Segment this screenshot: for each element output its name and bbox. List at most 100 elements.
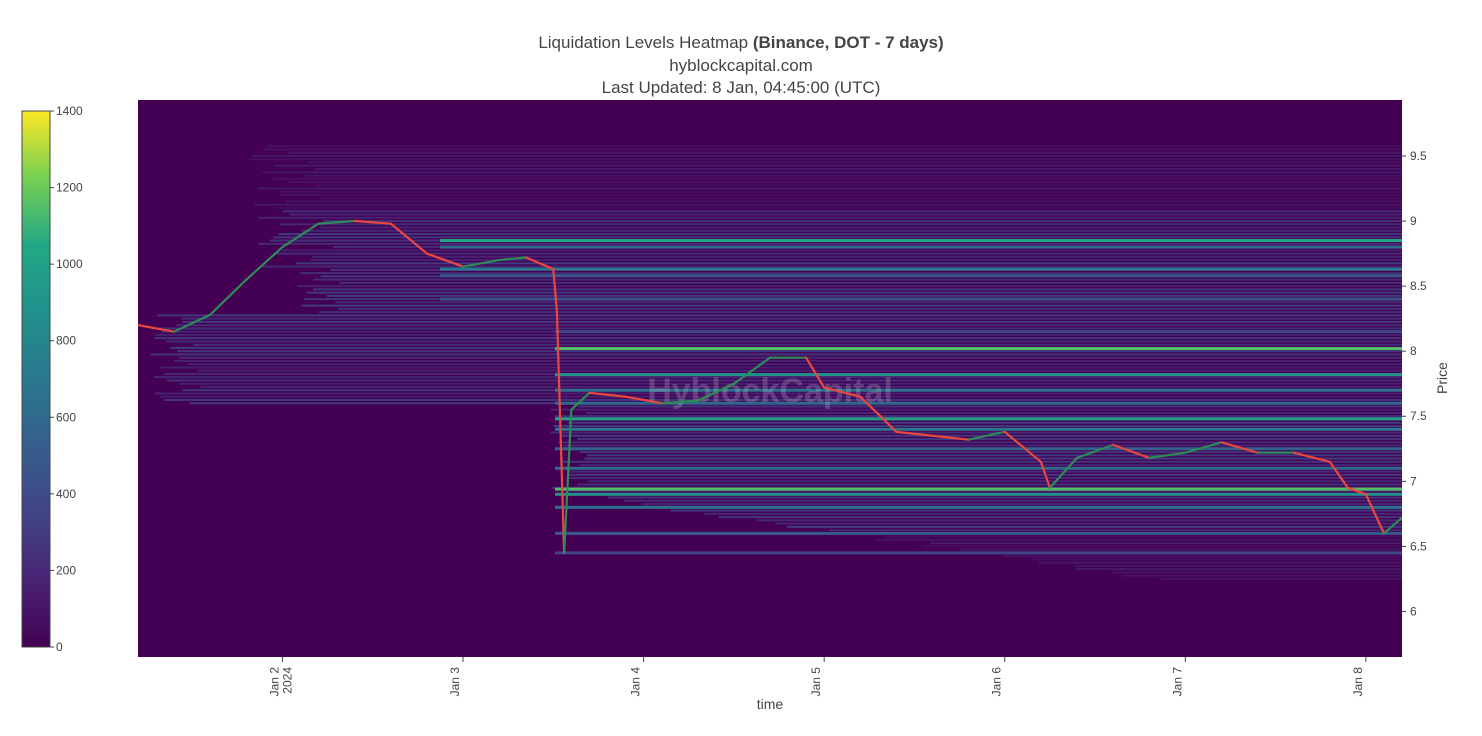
price-segment [823, 386, 862, 398]
liquidation-band [313, 288, 1402, 291]
price-segment [805, 356, 826, 389]
liquidation-band [756, 519, 1402, 522]
liquidation-band [200, 385, 1402, 388]
y-tick-label: 9 [1410, 214, 1417, 228]
liquidation-band [295, 262, 1402, 265]
colorbar-tick-label: 600 [56, 410, 76, 424]
liquidation-band [301, 229, 1402, 232]
price-segment [1382, 516, 1402, 535]
y-axis-title: Price [1434, 362, 1450, 394]
y-tick-label: 8 [1410, 344, 1417, 358]
colorbar-tick-label: 800 [56, 334, 76, 348]
liquidation-band [1159, 577, 1402, 580]
liquidation-band [326, 294, 1402, 297]
y-tick-label: 8.5 [1410, 279, 1427, 293]
liquidation-band [166, 379, 1402, 382]
price-line [138, 219, 1402, 554]
liquidation-band [303, 174, 1402, 177]
liquidation-band [624, 499, 1402, 502]
price-segment [353, 219, 392, 225]
liquidation-level [440, 267, 1402, 271]
liquidation-level [555, 417, 1402, 421]
price-segment [1220, 441, 1259, 454]
price-segment [1003, 430, 1042, 463]
liquidation-band [182, 320, 1402, 323]
liquidation-band [278, 190, 1402, 193]
price-segment [1292, 451, 1331, 463]
liquidation-band [318, 311, 1402, 314]
liquidation-band [567, 477, 1402, 480]
liquidation-level [555, 401, 1402, 405]
colorbar-tick-label: 1000 [56, 257, 83, 271]
price-segment [1184, 441, 1223, 454]
liquidation-band [266, 145, 1402, 148]
chart-subtitle-site: hyblockcapital.com [669, 56, 813, 75]
liquidation-band [1112, 571, 1402, 574]
liquidation-level [555, 330, 1402, 334]
price-segment [563, 408, 573, 554]
price-segment [859, 395, 898, 433]
liquidation-band [311, 255, 1402, 258]
x-tick-label: Jan 7 [1170, 667, 1184, 697]
liquidation-band [585, 411, 1402, 414]
liquidation-band [922, 545, 1402, 548]
x-tick-label: Jan 5 [809, 667, 823, 697]
price-segment [1364, 493, 1386, 535]
liquidation-band [579, 464, 1402, 467]
liquidation-band [281, 249, 1402, 252]
liquidation-band [263, 148, 1402, 151]
liquidation-band [280, 223, 1402, 226]
liquidation-band [154, 333, 1402, 336]
liquidation-band [252, 154, 1402, 157]
liquidation-band [560, 434, 1402, 437]
colorbar [21, 110, 51, 648]
liquidation-band [197, 369, 1402, 372]
y-tick-label: 6.5 [1410, 539, 1427, 553]
liquidation-level [555, 531, 1402, 535]
liquidation-band [577, 483, 1402, 486]
liquidation-band [1075, 568, 1402, 571]
liquidation-band [263, 265, 1402, 268]
x-tick-label: Jan 2 [267, 667, 281, 697]
price-segment [209, 278, 248, 316]
liquidation-level [555, 373, 1402, 377]
price-segment [498, 256, 528, 262]
x-tick-sublabel: 2024 [280, 667, 294, 694]
chart-title-main: Liquidation Levels Heatmap [538, 33, 753, 52]
liquidation-band [930, 542, 1402, 545]
liquidation-band [174, 359, 1402, 362]
liquidation-band [262, 171, 1402, 174]
liquidation-band [338, 307, 1402, 310]
liquidation-band [339, 281, 1402, 284]
price-segment [245, 245, 284, 281]
y-tick-label: 9.5 [1410, 149, 1427, 163]
colorbar-tick-label: 0 [56, 640, 63, 654]
liquidation-band [550, 408, 1402, 411]
price-segment [1075, 443, 1115, 459]
liquidation-band [254, 203, 1402, 206]
y-tick-label: 6 [1410, 604, 1417, 618]
price-segment [660, 399, 699, 405]
liquidation-band [273, 252, 1402, 255]
liquidation-band [1122, 574, 1402, 577]
liquidation-level [440, 274, 1402, 278]
liquidation-band [959, 548, 1402, 551]
liquidation-band [320, 197, 1402, 200]
liquidation-band [154, 337, 1402, 340]
liquidation-band [276, 207, 1402, 210]
liquidation-level [440, 245, 1402, 249]
liquidation-level [555, 388, 1402, 392]
liquidation-band [288, 180, 1402, 183]
liquidation-band [718, 516, 1402, 519]
liquidation-band [874, 538, 1402, 541]
liquidation-band [319, 226, 1402, 229]
price-segment [555, 311, 566, 554]
chart-subtitle-updated: Last Updated: 8 Jan, 04:45:00 (UTC) [601, 78, 881, 97]
liquidation-band [159, 366, 1402, 369]
liquidation-band [568, 421, 1402, 424]
price-segment [138, 324, 176, 333]
price-segment [1346, 486, 1367, 496]
liquidation-band [786, 525, 1402, 528]
liquidation-band [568, 490, 1402, 493]
liquidation-band [313, 278, 1402, 281]
